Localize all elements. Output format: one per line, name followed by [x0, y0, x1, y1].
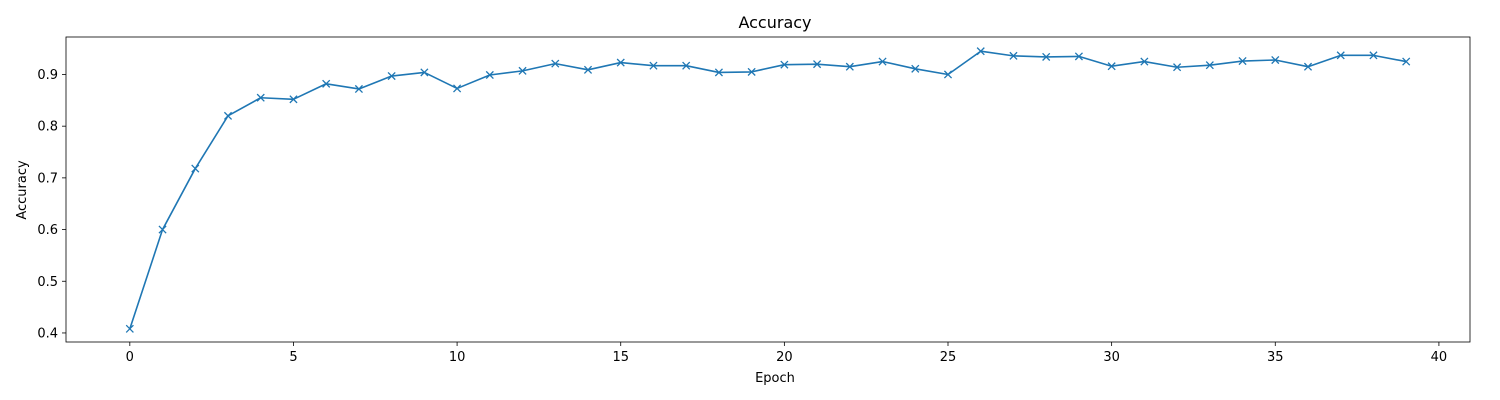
- data-point-marker: [649, 61, 658, 70]
- plot-border: [65, 36, 1471, 343]
- data-point-marker: [616, 58, 625, 67]
- data-point-marker: [453, 84, 462, 93]
- y-tick-label: 0.9: [37, 68, 58, 83]
- y-tick-label: 0.7: [37, 171, 58, 186]
- y-tick-label: 0.5: [37, 275, 58, 290]
- data-point-marker: [1271, 55, 1280, 65]
- x-tick-label: 15: [612, 350, 629, 365]
- y-tick-label: 0.6: [37, 223, 58, 238]
- data-point-marker: [813, 60, 822, 69]
- plot-frame: [65, 36, 1471, 343]
- data-point-marker: [1042, 52, 1051, 61]
- data-point-marker: [714, 68, 723, 77]
- x-tick-label: 10: [449, 350, 466, 365]
- data-point-marker: [322, 79, 331, 88]
- data-point-marker: [223, 111, 233, 120]
- data-point-marker: [289, 95, 298, 104]
- data-point-marker: [1369, 51, 1378, 60]
- data-point-marker: [747, 67, 756, 76]
- x-axis-label: Epoch: [755, 371, 795, 386]
- data-point-marker: [976, 47, 985, 56]
- data-point-marker: [485, 70, 494, 80]
- y-tick-label: 0.4: [37, 326, 58, 341]
- data-point-marker: [1336, 51, 1345, 60]
- data-point-marker: [1205, 61, 1214, 70]
- data-point-marker: [1173, 63, 1182, 72]
- data-point-marker: [943, 70, 953, 79]
- data-point-marker: [518, 66, 527, 75]
- data-point-marker: [191, 164, 200, 173]
- y-axis: 0.4 0.5 0.6 0.7 0.8 0.9: [37, 68, 66, 341]
- x-tick-label: 5: [289, 350, 297, 365]
- data-point-marker: [878, 57, 887, 66]
- x-tick-label: 20: [776, 350, 793, 365]
- x-tick-label: 0: [126, 350, 134, 365]
- data-point-marker: [845, 62, 854, 71]
- data-point-marker: [583, 65, 593, 74]
- data-point-marker: [682, 61, 691, 70]
- data-point-marker: [1238, 56, 1247, 66]
- data-point-marker: [158, 225, 167, 234]
- data-point-marker: [1303, 62, 1313, 71]
- x-tick-label: 25: [940, 350, 957, 365]
- data-point-marker: [1402, 57, 1411, 66]
- x-tick-label: 40: [1431, 350, 1448, 365]
- series-line: [129, 50, 1407, 330]
- chart-title: Accuracy: [738, 13, 811, 32]
- data-point-marker: [1074, 52, 1083, 61]
- data-point-marker: [780, 60, 789, 69]
- data-point-marker: [256, 93, 265, 102]
- data-point-marker: [1140, 57, 1149, 66]
- x-tick-label: 30: [1103, 350, 1120, 365]
- y-axis-label: Accuracy: [15, 160, 30, 220]
- data-point-marker: [911, 64, 920, 73]
- y-tick-label: 0.8: [37, 120, 58, 135]
- data-point-marker: [125, 324, 134, 333]
- data-point-marker: [354, 84, 363, 94]
- data-point-marker: [387, 71, 396, 81]
- data-point-marker: [1107, 62, 1116, 71]
- data-point-marker: [551, 59, 560, 68]
- x-tick-label: 35: [1267, 350, 1284, 365]
- data-point-marker: [420, 68, 429, 77]
- data-point-marker: [1009, 51, 1018, 60]
- x-axis: 0 5 10 15 20 25 30 35 40: [126, 342, 1448, 365]
- series-layer: [125, 47, 1411, 333]
